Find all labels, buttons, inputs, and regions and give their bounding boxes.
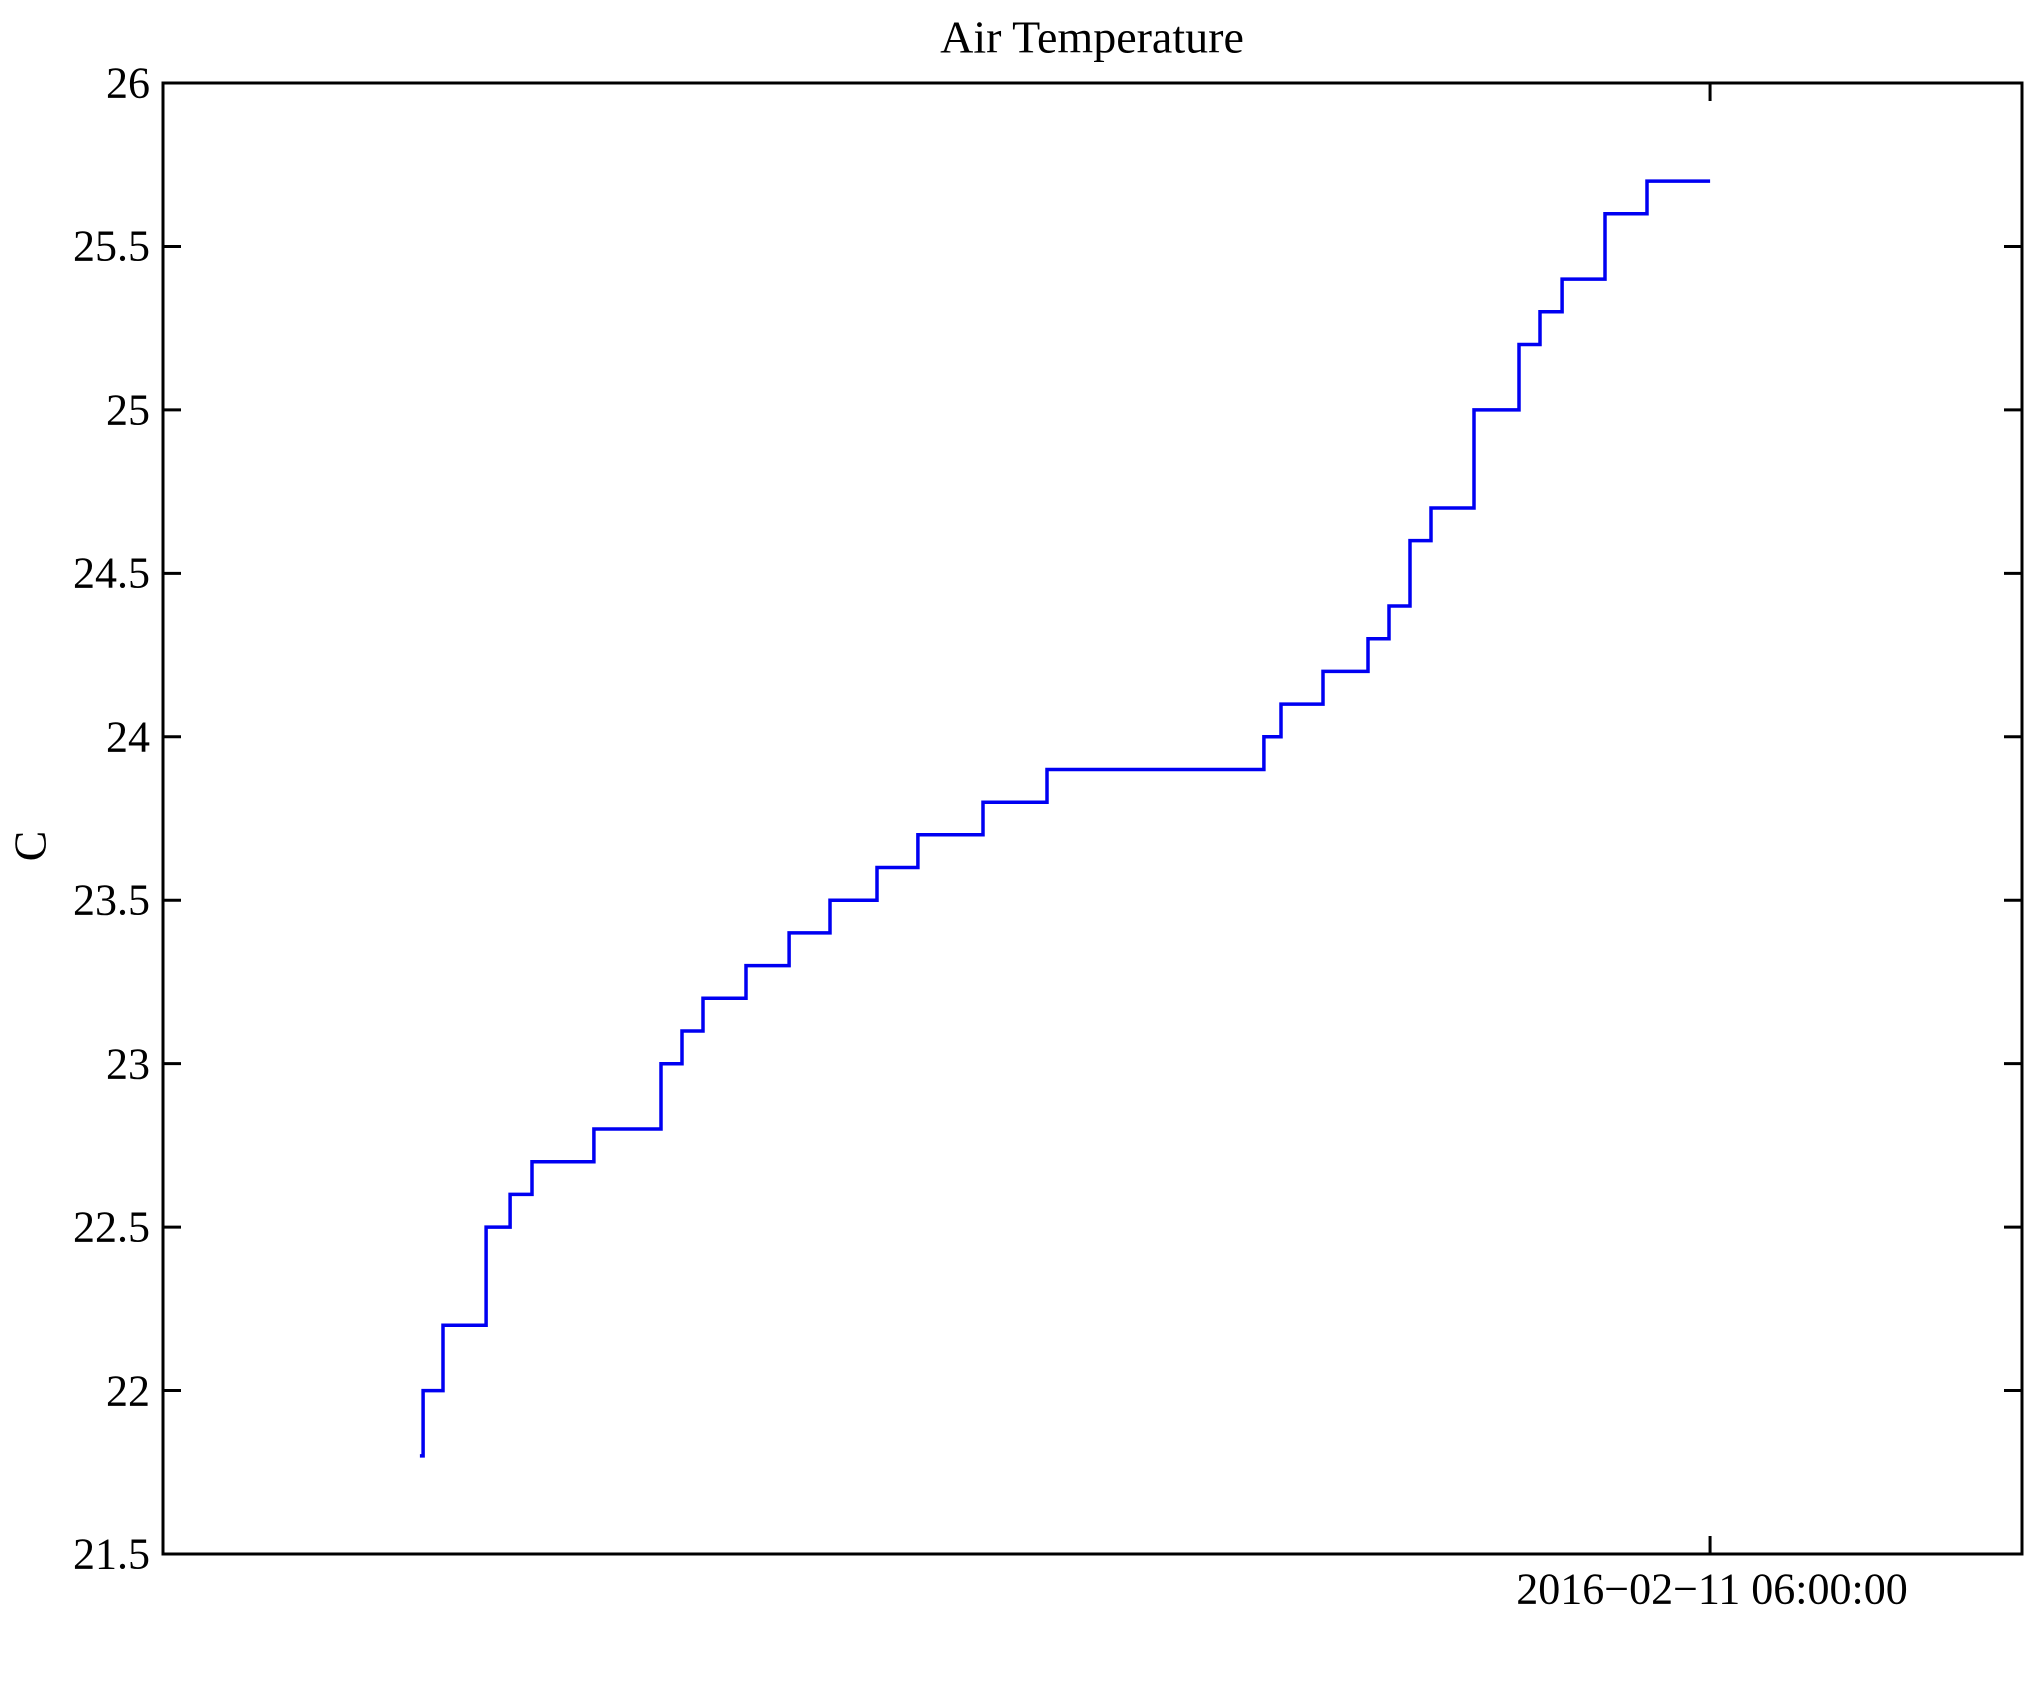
- y-tick-label: 25.5: [73, 221, 150, 271]
- y-tick-label: 25: [106, 385, 150, 435]
- y-tick-label: 23.5: [73, 875, 150, 925]
- y-tick-label: 26: [106, 58, 150, 108]
- axis-tick-marks: [163, 81, 2022, 1556]
- x-axis-tick-label: 2016−02−11 06:00:00: [1516, 1564, 1908, 1614]
- y-tick-label: 23: [106, 1039, 150, 1089]
- chart-title: Air Temperature: [940, 11, 1244, 63]
- plot-box: [161, 81, 2024, 1556]
- y-tick-label: 21.5: [73, 1529, 150, 1579]
- y-tick-label: 24.5: [73, 548, 150, 598]
- temperature-step-line: [419, 179, 1711, 1458]
- y-tick-label: 24: [106, 712, 150, 762]
- y-tick-label: 22.5: [73, 1202, 150, 1252]
- y-tick-label: 22: [106, 1366, 150, 1416]
- y-axis-label: C: [4, 830, 56, 862]
